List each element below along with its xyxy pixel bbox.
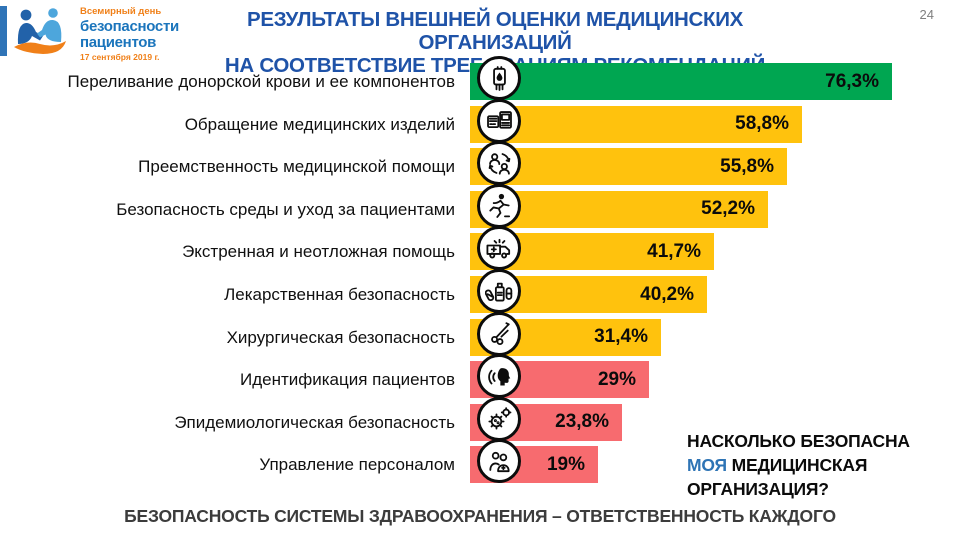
category-label: Переливание донорской крови и ее компоне… bbox=[67, 72, 455, 91]
category-label: Безопасность среды и уход за пациентами bbox=[116, 199, 455, 219]
logo-line-1: Всемирный день bbox=[80, 6, 162, 17]
surgical-scissors-icon bbox=[477, 311, 521, 356]
logo-line-4: 17 сентября 2019 г. bbox=[80, 51, 160, 62]
logo-line-2: безопасности bbox=[80, 17, 179, 35]
category-label: Эпидемиологическая безопасность bbox=[174, 412, 455, 432]
bar-value-label: 19% bbox=[546, 453, 585, 475]
chart-row: Управление персоналом 19% bbox=[0, 439, 960, 484]
annotation-highlight-word: МОЯ bbox=[687, 455, 727, 475]
chart-row: Эпидемиологическая безопасность 23,8% bbox=[0, 396, 960, 441]
microbes-icon bbox=[477, 396, 521, 441]
bar-value-label: 55,8% bbox=[720, 155, 774, 177]
personnel-icon bbox=[477, 439, 521, 484]
ambulance-icon bbox=[477, 226, 521, 271]
category-label: Экстренная и неотложная помощь bbox=[182, 242, 455, 262]
medication-icon bbox=[477, 269, 521, 313]
chart-row: Лекарственная безопасность 40,2% bbox=[0, 269, 960, 313]
bar-value-label: 23,8% bbox=[555, 411, 609, 433]
category-label: Управление персоналом bbox=[259, 455, 455, 475]
slide-title: РЕЗУЛЬТАТЫ ВНЕШНЕЙ ОЦЕНКИ МЕДИЦИНСКИХ ОР… bbox=[185, 8, 805, 78]
chart-row: Хирургическая безопасность 31,4% bbox=[0, 311, 960, 356]
category-label: Лекарственная безопасность bbox=[224, 285, 455, 304]
chart-row: Идентификация пациентов 29% bbox=[0, 354, 960, 399]
page-number: 24 bbox=[919, 7, 934, 22]
footer-slogan: БЕЗОПАСНОСТЬ СИСТЕМЫ ЗДРАВООХРАНЕНИЯ – О… bbox=[124, 506, 836, 526]
bar-chart: Переливание донорской крови и ее компоне… bbox=[0, 56, 960, 484]
bar-value-label: 76,3% bbox=[825, 70, 879, 92]
bar: 55,8% bbox=[470, 148, 787, 186]
medical-devices-icon bbox=[477, 98, 521, 143]
bar-value-label: 41,7% bbox=[647, 240, 701, 262]
bar-value-label: 29% bbox=[597, 368, 636, 390]
annotation-line-3: ОРГАНИЗАЦИЯ? bbox=[687, 479, 829, 499]
annotation-line-2: МОЯ МЕДИЦИНСКАЯ bbox=[687, 453, 937, 477]
patient-safety-day-logo-text: Всемирный день безопасности пациентов 17… bbox=[80, 7, 200, 61]
chart-row: Преемственность медицинской помощи 55,8% bbox=[0, 141, 960, 186]
patient-identification-icon bbox=[477, 354, 521, 399]
falling-patient-icon bbox=[477, 183, 521, 228]
care-continuity-icon bbox=[477, 141, 521, 186]
slide-title-line-1: РЕЗУЛЬТАТЫ ВНЕШНЕЙ ОЦЕНКИ МЕДИЦИНСКИХ ОР… bbox=[246, 8, 744, 54]
category-label: Преемственность медицинской помощи bbox=[138, 157, 455, 177]
category-label: Хирургическая безопасность bbox=[226, 327, 455, 347]
patient-safety-day-logo-icon bbox=[14, 8, 66, 54]
chart-row: Переливание донорской крови и ее компоне… bbox=[0, 56, 960, 100]
bar-value-label: 31,4% bbox=[594, 326, 648, 348]
bar-value-label: 52,2% bbox=[701, 198, 755, 220]
annotation-line-2-rest: МЕДИЦИНСКАЯ bbox=[726, 455, 868, 475]
bar-value-label: 58,8% bbox=[735, 113, 789, 135]
bar: 76,3% bbox=[470, 63, 892, 100]
question-annotation: НАСКОЛЬКО БЕЗОПАСНА МОЯ МЕДИЦИНСКАЯ ОРГА… bbox=[687, 429, 937, 501]
category-label: Обращение медицинских изделий bbox=[184, 114, 455, 134]
logo-accent-stripe bbox=[0, 6, 7, 56]
chart-row: Экстренная и неотложная помощь 41,7% bbox=[0, 226, 960, 271]
blood-bag-icon bbox=[477, 56, 521, 100]
chart-row: Безопасность среды и уход за пациентами … bbox=[0, 183, 960, 228]
bar-value-label: 40,2% bbox=[640, 283, 694, 305]
logo-line-3: пациентов bbox=[80, 33, 157, 51]
annotation-line-1: НАСКОЛЬКО БЕЗОПАСНА bbox=[687, 431, 910, 451]
chart-row: Обращение медицинских изделий 58,8% bbox=[0, 98, 960, 143]
bar: 58,8% bbox=[470, 105, 802, 143]
category-label: Идентификация пациентов bbox=[240, 370, 455, 390]
